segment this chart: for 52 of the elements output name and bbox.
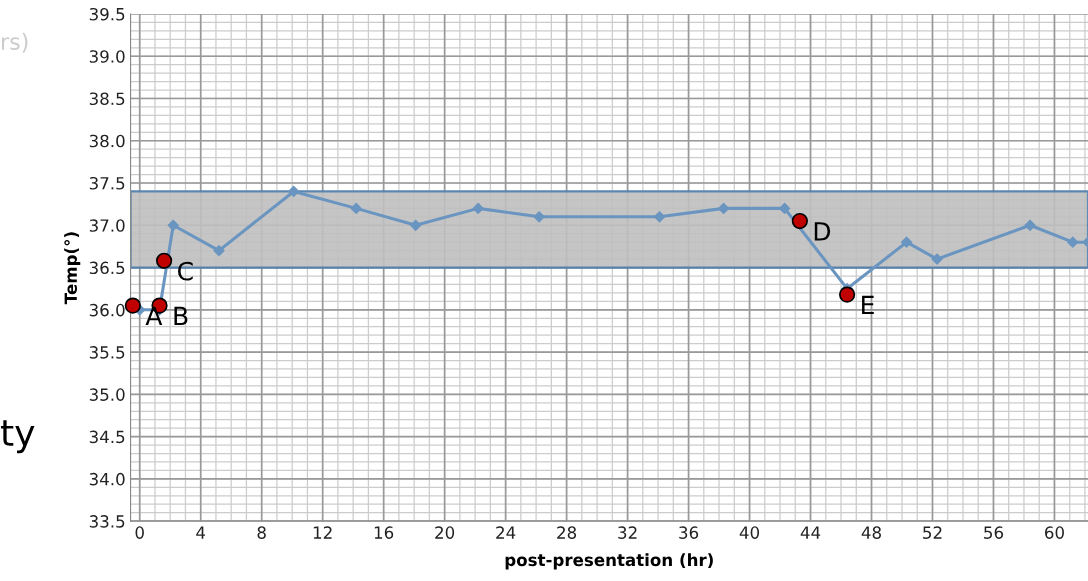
point	[533, 211, 545, 223]
y-tick-label: 39.5	[89, 7, 125, 21]
point	[350, 202, 362, 214]
point	[1067, 236, 1079, 248]
annotation: B	[174, 306, 188, 326]
y-tick-label: 37.0	[89, 219, 125, 232]
x-tick-label: 4	[196, 526, 206, 539]
x-tick-label: 12	[313, 526, 332, 539]
point	[155, 252, 173, 269]
point	[779, 202, 791, 214]
x-tick-label: 24	[496, 526, 516, 539]
y-tick-label: 35.5	[89, 346, 125, 359]
y-tick-label: 39.0	[89, 50, 125, 63]
point	[1024, 219, 1036, 231]
text: ty	[0, 420, 35, 454]
y-tick-label: 38.0	[89, 134, 125, 148]
annotation: E	[862, 295, 874, 315]
point	[838, 286, 856, 303]
x-tick-label: 28	[557, 526, 577, 539]
x-tick-label: 16	[374, 526, 394, 539]
point	[124, 297, 141, 314]
point	[410, 219, 422, 231]
x-tick-label: 8	[257, 526, 266, 539]
y-tick-label: 36.5	[89, 261, 125, 275]
point	[288, 185, 300, 198]
y-tick-label: 37.5	[89, 176, 125, 190]
x-tick-label: 44	[800, 526, 821, 539]
point	[472, 202, 484, 214]
x-tick-label: 52	[923, 526, 942, 539]
annotation: A	[145, 306, 163, 326]
x-tick-label: 56	[984, 526, 1004, 539]
y-tick-label: 36.0	[89, 303, 125, 317]
x-axis-title: post-presentation (hr)	[505, 553, 713, 570]
y-tick-label: 35.0	[89, 388, 125, 401]
x-tick-label: 20	[435, 526, 455, 539]
point	[791, 212, 808, 230]
x-tick-label: 40	[739, 526, 760, 539]
y-tick-label: 34.0	[89, 472, 125, 486]
y-tick-label: 34.5	[89, 430, 125, 444]
point	[900, 236, 913, 248]
x-tick-label: 60	[1045, 526, 1064, 539]
x-tick-label: 0	[135, 526, 144, 539]
point	[213, 245, 225, 257]
x-tick-label: 48	[861, 526, 881, 539]
y-tick-label: 38.5	[89, 92, 125, 106]
annotation: D	[814, 222, 831, 241]
x-tick-label: 32	[618, 526, 637, 539]
x-tick-label: 36	[679, 526, 699, 539]
y-axis-title: Temp(°)	[64, 232, 81, 305]
point	[931, 253, 943, 265]
point	[167, 219, 179, 231]
y-tick-label: 33.5	[89, 515, 125, 528]
